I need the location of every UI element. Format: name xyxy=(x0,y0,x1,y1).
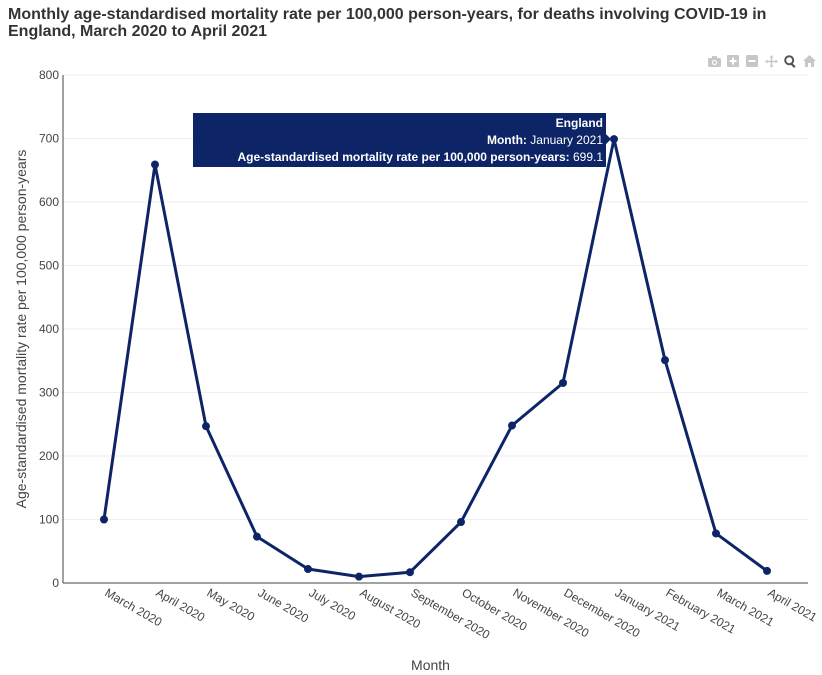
data-point[interactable] xyxy=(508,421,516,430)
data-point[interactable] xyxy=(355,572,363,581)
tooltip-month-value: January 2021 xyxy=(530,133,603,147)
chart-title: Monthly age-standardised mortality rate … xyxy=(8,6,767,40)
data-point[interactable] xyxy=(100,515,108,524)
x-tick-label: July 2020 xyxy=(307,585,359,623)
y-tick-label: 700 xyxy=(39,132,59,146)
home-icon[interactable] xyxy=(802,54,816,68)
zoom-in-icon[interactable] xyxy=(726,54,740,68)
data-point[interactable] xyxy=(151,160,159,169)
tooltip-rate-label: Age-standardised mortality rate per 100,… xyxy=(238,150,573,164)
y-tick-label: 800 xyxy=(39,68,59,82)
data-point[interactable] xyxy=(559,378,567,387)
tooltip-month-label: Month: xyxy=(487,133,530,147)
data-point[interactable] xyxy=(457,518,465,527)
x-tick-label: May 2020 xyxy=(205,585,258,624)
x-tick-label: June 2020 xyxy=(256,585,312,625)
y-tick-label: 200 xyxy=(39,449,59,463)
tooltip-series-name: England xyxy=(556,116,603,130)
y-tick-label: 300 xyxy=(39,386,59,400)
data-point[interactable] xyxy=(406,568,414,577)
zoom-out-icon[interactable] xyxy=(745,54,759,68)
tooltip-pointer xyxy=(606,134,611,145)
series-line xyxy=(102,137,768,579)
modebar xyxy=(707,54,816,68)
tooltip-rate-value: 699.1 xyxy=(573,150,603,164)
y-tick-label: 0 xyxy=(52,576,59,590)
data-point[interactable] xyxy=(712,529,720,538)
x-axis-title: Month xyxy=(411,657,450,673)
pan-icon[interactable] xyxy=(764,54,778,68)
x-tick-label: March 2020 xyxy=(103,585,165,629)
data-point[interactable] xyxy=(661,356,669,365)
tooltip-rate-line: Age-standardised mortality rate per 100,… xyxy=(238,150,604,164)
camera-icon[interactable] xyxy=(707,54,721,68)
data-point[interactable] xyxy=(202,422,210,431)
data-point[interactable] xyxy=(253,532,261,541)
data-point[interactable] xyxy=(763,566,771,575)
tooltip-month-line: Month: January 2021 xyxy=(487,133,603,147)
y-axis-title: Age-standardised mortality rate per 100,… xyxy=(13,150,29,509)
data-point[interactable] xyxy=(610,135,618,144)
autoscale-icon[interactable] xyxy=(783,54,797,68)
y-tick-label: 100 xyxy=(39,513,59,527)
hover-tooltip xyxy=(193,113,606,167)
data-point[interactable] xyxy=(304,565,312,574)
y-tick-label: 500 xyxy=(39,259,59,273)
y-tick-label: 400 xyxy=(39,322,59,336)
y-tick-label: 600 xyxy=(39,195,59,209)
